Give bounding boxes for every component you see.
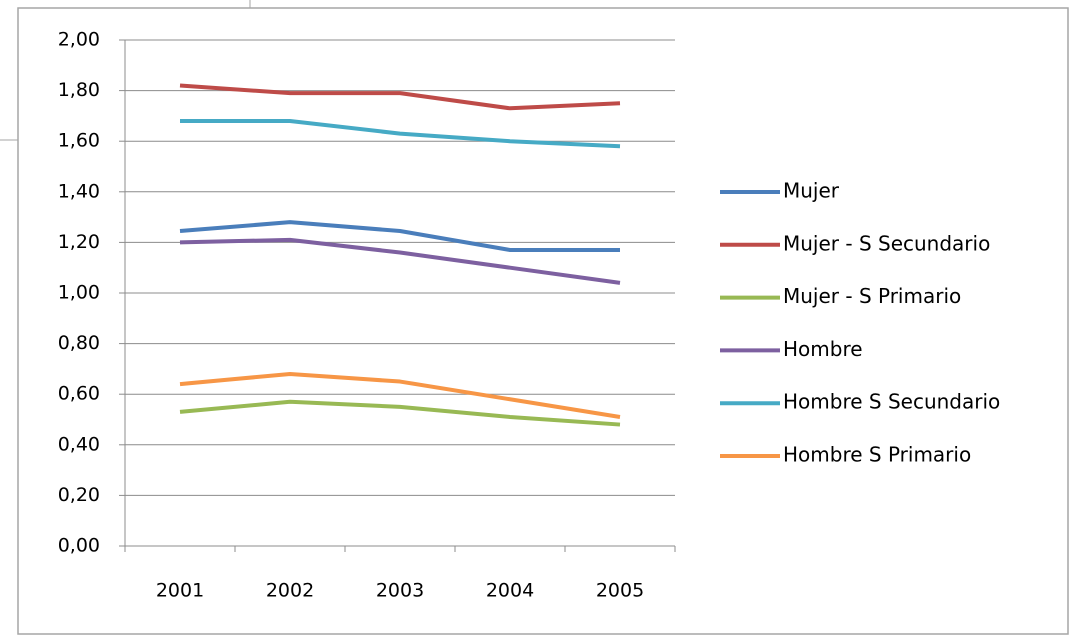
legend-label: Mujer - S Primario (783, 284, 961, 308)
y-tick-label: 1,40 (58, 180, 100, 202)
y-tick-label: 0,40 (58, 433, 100, 455)
y-tick-label: 2,00 (58, 29, 100, 51)
y-tick-label: 1,60 (58, 130, 100, 152)
series-line (179, 83, 621, 111)
legend-label: Hombre S Primario (783, 443, 971, 467)
series-line (180, 118, 621, 149)
x-tick-label: 2002 (266, 580, 314, 602)
y-tick-label: 0,00 (58, 535, 100, 557)
legend-label: Mujer (783, 179, 840, 203)
series-line (179, 371, 621, 419)
y-tick-label: 1,80 (58, 79, 100, 101)
y-tick-label: 0,60 (58, 383, 100, 405)
series-line (179, 220, 620, 252)
series-line (179, 399, 621, 427)
legend-label: Mujer - S Secundario (783, 231, 990, 255)
legend-label: Hombre S Secundario (783, 390, 1000, 414)
chart-frame (17, 7, 1069, 635)
y-tick-label: 1,20 (58, 231, 100, 253)
x-tick-label: 2003 (376, 580, 424, 602)
y-tick-label: 0,20 (58, 484, 100, 506)
x-tick-label: 2001 (156, 580, 204, 602)
legend-label: Hombre (783, 337, 863, 361)
series-line (179, 237, 621, 285)
x-tick-label: 2005 (596, 580, 644, 602)
y-tick-label: 0,80 (58, 332, 100, 354)
y-tick-label: 1,00 (58, 282, 100, 304)
x-tick-label: 2004 (486, 580, 534, 602)
